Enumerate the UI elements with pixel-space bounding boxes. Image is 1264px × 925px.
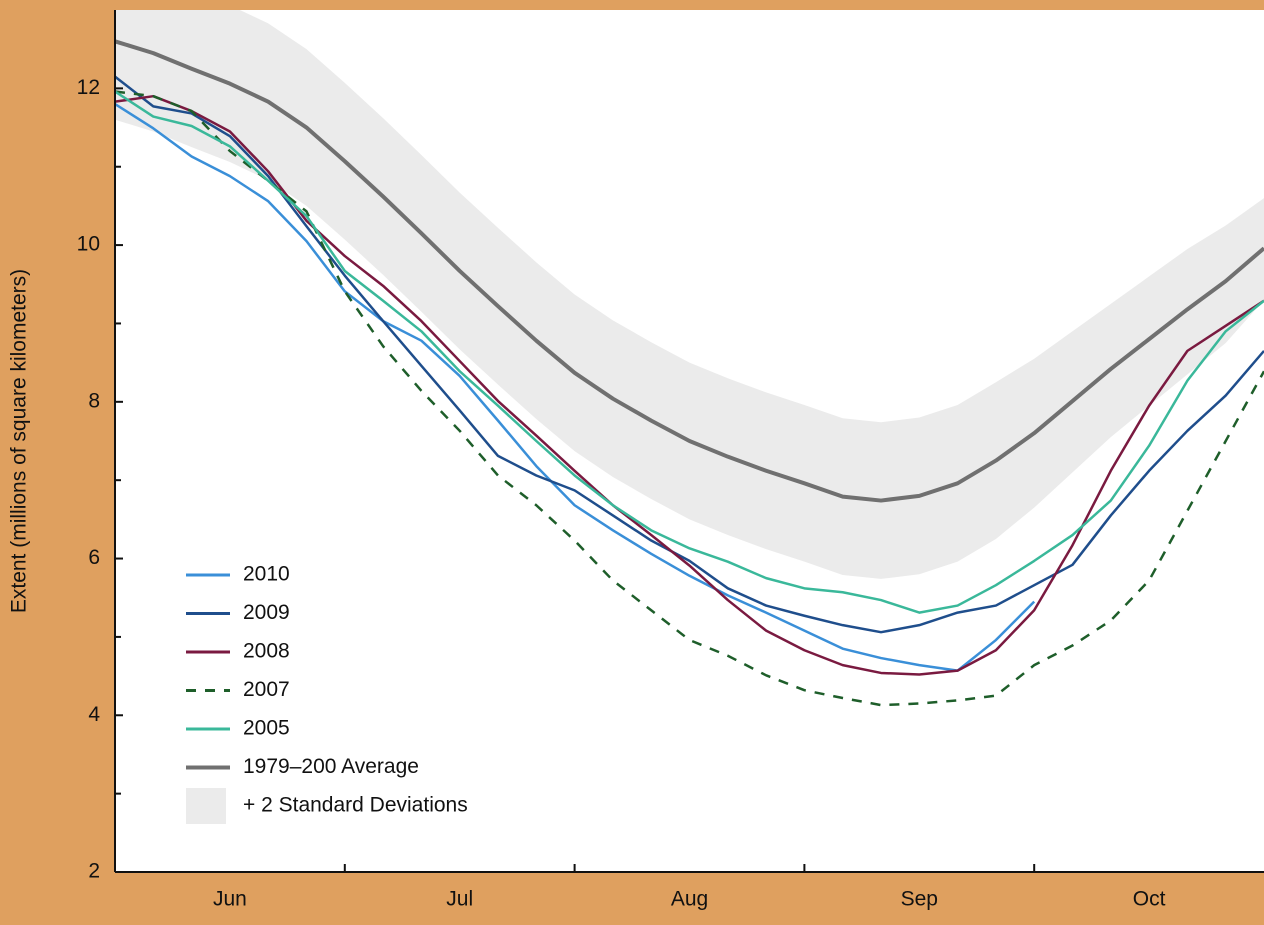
y-tick-label: 10 <box>77 233 100 256</box>
plot <box>115 10 1264 707</box>
legend-label: 1979–200 Average <box>243 755 419 778</box>
y-axis-label: Extent (millions of square kilometers) <box>8 269 31 613</box>
legend-label: 2005 <box>243 717 290 740</box>
legend-label: 2007 <box>243 678 290 701</box>
series-line <box>115 102 1036 672</box>
y-tick-label: 6 <box>88 546 100 569</box>
series-line <box>115 90 1264 614</box>
y-tick-label: 8 <box>88 389 100 412</box>
series-line <box>115 90 1264 707</box>
x-tick-label: Sep <box>901 888 938 911</box>
legend-swatch <box>186 788 226 824</box>
std-band <box>115 10 1264 579</box>
series-line <box>115 75 1264 634</box>
x-tick-label: Jul <box>446 888 473 911</box>
legend-label: 2010 <box>243 563 290 586</box>
y-tick-label: 12 <box>77 76 100 99</box>
legend-label: 2009 <box>243 601 290 624</box>
series-line <box>115 94 1264 676</box>
legend-label: + 2 Standard Deviations <box>243 794 468 817</box>
y-tick-label: 2 <box>88 860 100 883</box>
x-tick-label: Aug <box>671 888 708 911</box>
x-tick-label: Oct <box>1133 888 1166 911</box>
legend-label: 2008 <box>243 640 290 663</box>
x-tick-label: Jun <box>213 888 247 911</box>
series-line <box>115 39 1264 503</box>
y-tick-label: 4 <box>88 703 100 726</box>
